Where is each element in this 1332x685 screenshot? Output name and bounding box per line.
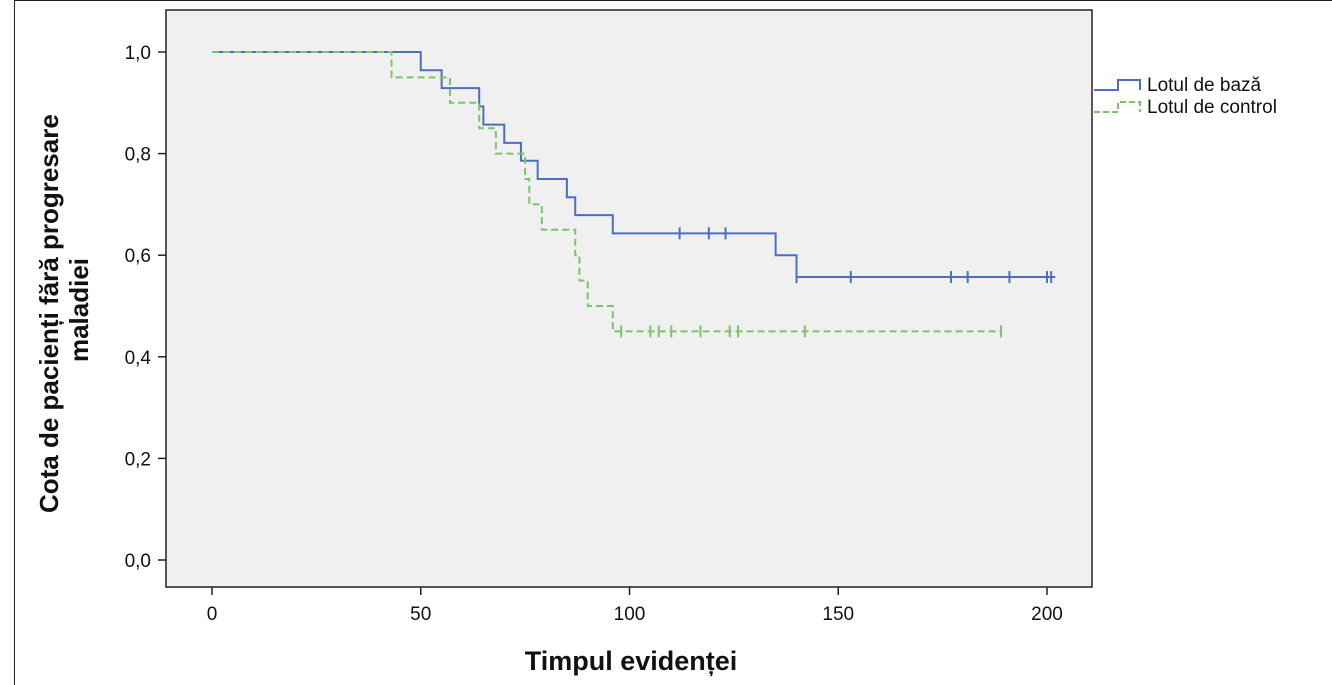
series-line-2 — [212, 51, 1002, 333]
plot-area — [165, 9, 1093, 588]
x-tick-label: 100 — [614, 604, 646, 625]
y-axis-label-line1: Cota de pacienți fără progresare — [34, 114, 64, 513]
legend-label-1: Lotul de bază — [1147, 75, 1262, 96]
legend-swatch-1 — [1094, 79, 1141, 91]
y-tick-label: 0,8 — [125, 145, 151, 166]
x-tick-label: 0 — [207, 604, 218, 625]
x-tick-label: 50 — [410, 604, 431, 625]
series-group — [212, 51, 1056, 338]
x-axis-label: Timpul evidenței — [525, 646, 738, 676]
y-tick-label: 0,0 — [125, 551, 151, 572]
legend-swatch-2 — [1094, 101, 1141, 113]
y-tick-label: 0,2 — [125, 449, 151, 470]
x-tick-label: 150 — [822, 604, 854, 625]
y-tick-label: 0,4 — [125, 348, 152, 369]
y-axis: 0,0 0,2 0,4 0,6 0,8 1,0 — [125, 43, 166, 572]
y-tick-label: 0,6 — [125, 246, 151, 267]
series-line-1 — [212, 51, 1056, 279]
x-tick-label: 200 — [1031, 604, 1063, 625]
y-axis-label: Cota de pacienți fără progresare maladie… — [34, 107, 94, 513]
chart-frame — [14, 0, 1332, 685]
x-axis: 0 50 100 150 200 — [207, 587, 1063, 625]
legend-label-2: Lotul de control — [1147, 97, 1277, 118]
y-axis-label-line2: maladiei — [64, 258, 94, 362]
y-tick-label: 1,0 — [125, 43, 151, 64]
